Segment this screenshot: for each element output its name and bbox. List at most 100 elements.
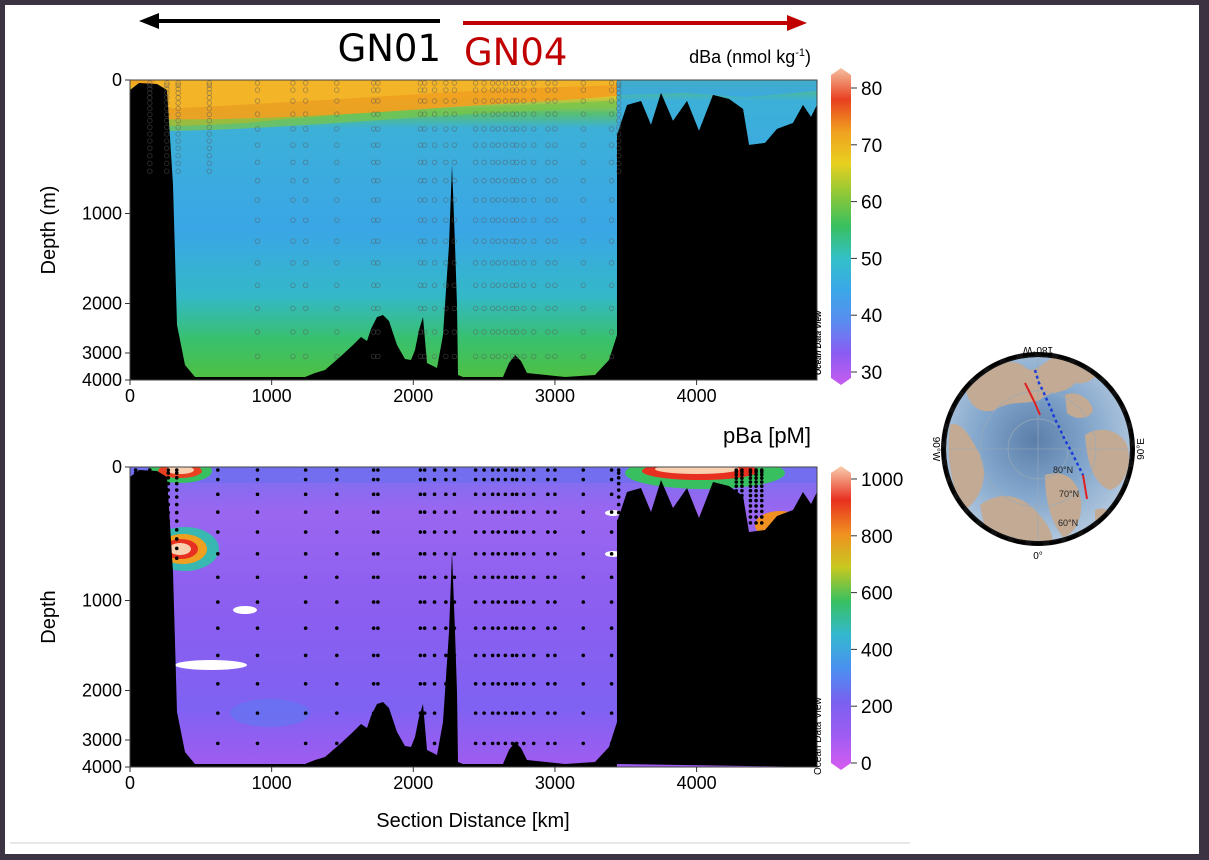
station-sample [290, 80, 296, 86]
station-sample [472, 142, 479, 148]
station-sample [302, 282, 309, 289]
station-sample [418, 530, 423, 534]
panel1-right-shelf [617, 93, 817, 380]
station-sample [490, 575, 495, 580]
station-sample [174, 510, 179, 515]
station-sample [334, 197, 340, 203]
station-sample [531, 681, 536, 686]
station-sample [216, 530, 220, 534]
station-sample [371, 600, 376, 604]
station-sample [531, 111, 537, 117]
station-sample [759, 521, 764, 525]
panel1-xticks: 0 1000 2000 3000 4000 [125, 380, 717, 406]
station-sample [216, 492, 220, 497]
colorbar1-ramp [831, 68, 851, 385]
station-sample [740, 488, 744, 493]
station-sample [616, 471, 621, 475]
station-sample [375, 87, 381, 93]
station-sample [490, 510, 495, 514]
station-sample [616, 546, 621, 551]
station-sample [482, 600, 486, 604]
station-sample [421, 126, 428, 132]
station-profile [490, 468, 495, 746]
station-sample [754, 472, 758, 477]
svg-text:80°N: 80°N [1053, 465, 1073, 475]
station-sample [290, 111, 296, 117]
station-sample [206, 105, 213, 112]
station-sample [740, 521, 744, 525]
station-sample [740, 476, 744, 480]
station-sample [452, 552, 457, 556]
station-sample [615, 168, 622, 174]
station-sample [175, 95, 181, 101]
station-sample [514, 329, 520, 335]
station-sample [254, 197, 261, 203]
station-sample [255, 492, 260, 497]
station-sample [472, 260, 479, 266]
station-sample [748, 472, 753, 477]
station-sample [334, 178, 340, 184]
station-sample [472, 159, 479, 166]
station-sample [472, 282, 479, 289]
station-sample [290, 282, 296, 289]
station-sample [472, 98, 479, 104]
station-sample [174, 546, 179, 551]
station-sample [302, 329, 309, 335]
station-sample [482, 681, 486, 686]
colorbar-tick-label: 70 [861, 136, 882, 157]
station-sample [609, 711, 614, 715]
station-sample [473, 530, 478, 534]
station-sample [175, 100, 181, 106]
station-sample [431, 87, 438, 93]
station-sample [740, 493, 744, 498]
station-sample [521, 600, 526, 604]
station-sample [431, 238, 438, 244]
station-sample [375, 329, 381, 335]
station-sample [473, 626, 478, 630]
station-profile [580, 80, 586, 360]
station-sample [615, 80, 622, 86]
station-sample [164, 168, 170, 174]
station-sample [490, 681, 495, 686]
station-sample [216, 477, 220, 482]
station-sample [164, 100, 170, 106]
station-sample [503, 468, 508, 472]
station-sample [546, 510, 550, 514]
map-track-gn04 [1033, 369, 1085, 476]
station-sample [148, 502, 152, 507]
station-sample [216, 681, 220, 686]
station-profile [531, 468, 536, 746]
station-sample [531, 142, 537, 148]
station-sample [531, 159, 537, 166]
station-sample [503, 492, 508, 497]
station-sample [531, 87, 537, 93]
station-sample [452, 492, 457, 497]
station-sample [489, 80, 496, 86]
station-sample [422, 575, 427, 580]
station-sample [608, 260, 615, 266]
station-sample [748, 470, 753, 474]
station-sample [303, 468, 308, 472]
station-sample [514, 98, 520, 104]
station-sample [443, 260, 449, 266]
station-sample [473, 575, 478, 580]
station-sample [502, 282, 509, 289]
station-sample [254, 353, 261, 360]
station-sample [255, 626, 260, 630]
station-sample [206, 100, 213, 106]
y-tick-label: 1000 [82, 591, 122, 611]
station-sample [754, 476, 758, 480]
station-sample [481, 80, 487, 86]
station-sample [616, 488, 621, 492]
station-sample [580, 111, 586, 117]
gn04-label: GN04 [464, 31, 567, 74]
station-sample [531, 80, 537, 86]
station-sample [489, 126, 496, 132]
station-sample [740, 470, 744, 474]
station-profile [472, 80, 479, 360]
station-sample [432, 477, 437, 482]
station-profile [521, 468, 526, 746]
station-sample [376, 575, 380, 580]
station-sample [514, 159, 520, 166]
station-sample [166, 502, 171, 507]
